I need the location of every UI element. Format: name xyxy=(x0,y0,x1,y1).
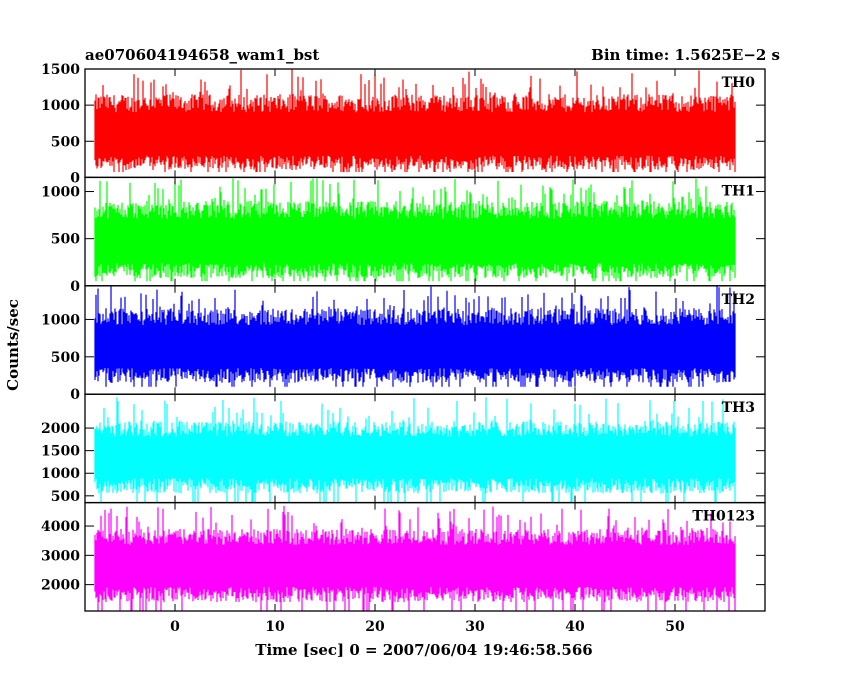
panel-label-th3: TH3 xyxy=(722,400,755,416)
x-tick-label: 10 xyxy=(265,619,285,635)
series-th0-signal xyxy=(94,69,736,172)
y-axis-label: Counts/sec xyxy=(4,299,22,391)
y-tick-label: 0 xyxy=(70,387,80,403)
y-tick-label: 2000 xyxy=(41,578,80,594)
y-tick-label: 500 xyxy=(51,489,80,505)
y-tick-label: 3000 xyxy=(41,548,80,564)
y-tick-label: 2000 xyxy=(41,421,80,437)
series-th2-signal xyxy=(94,286,736,387)
panel-frame-th0123 xyxy=(84,501,766,612)
y-tick-label: 4000 xyxy=(41,519,80,535)
y-tick-label: 0 xyxy=(70,279,80,295)
y-tick-label: 1000 xyxy=(41,185,80,201)
y-tick-label: 500 xyxy=(51,350,80,366)
x-axis-label: Time [sec] 0 = 2007/06/04 19:46:58.566 xyxy=(255,641,592,659)
x-tick-label: 0 xyxy=(170,619,180,635)
panel-label-th2: TH2 xyxy=(722,292,755,308)
y-tick-label: 1000 xyxy=(41,98,80,114)
y-tick-label: 1500 xyxy=(41,444,80,460)
series-th3-signal xyxy=(94,397,736,503)
panel-label-th0: TH0 xyxy=(722,75,756,91)
y-tick-label: 500 xyxy=(51,134,80,150)
y-tick-label: 0 xyxy=(70,170,80,186)
y-tick-label: 1500 xyxy=(41,62,80,78)
y-tick-label: 500 xyxy=(51,232,80,248)
chart-title: ae070604194658_wam1_bst xyxy=(85,46,319,64)
y-tick-label: 1000 xyxy=(41,312,80,328)
series-th0123-signal xyxy=(94,506,736,612)
chart-subtitle: Bin time: 1.5625E−2 s xyxy=(591,46,780,64)
panel-label-th1: TH1 xyxy=(722,183,755,199)
panel-label-th0123: TH0123 xyxy=(692,509,755,525)
x-tick-label: 30 xyxy=(465,619,485,635)
x-tick-label: 50 xyxy=(665,619,685,635)
x-tick-label: 40 xyxy=(565,619,585,635)
y-tick-label: 1000 xyxy=(41,466,80,482)
series-th1-signal xyxy=(94,178,736,282)
x-tick-label: 20 xyxy=(365,619,385,635)
